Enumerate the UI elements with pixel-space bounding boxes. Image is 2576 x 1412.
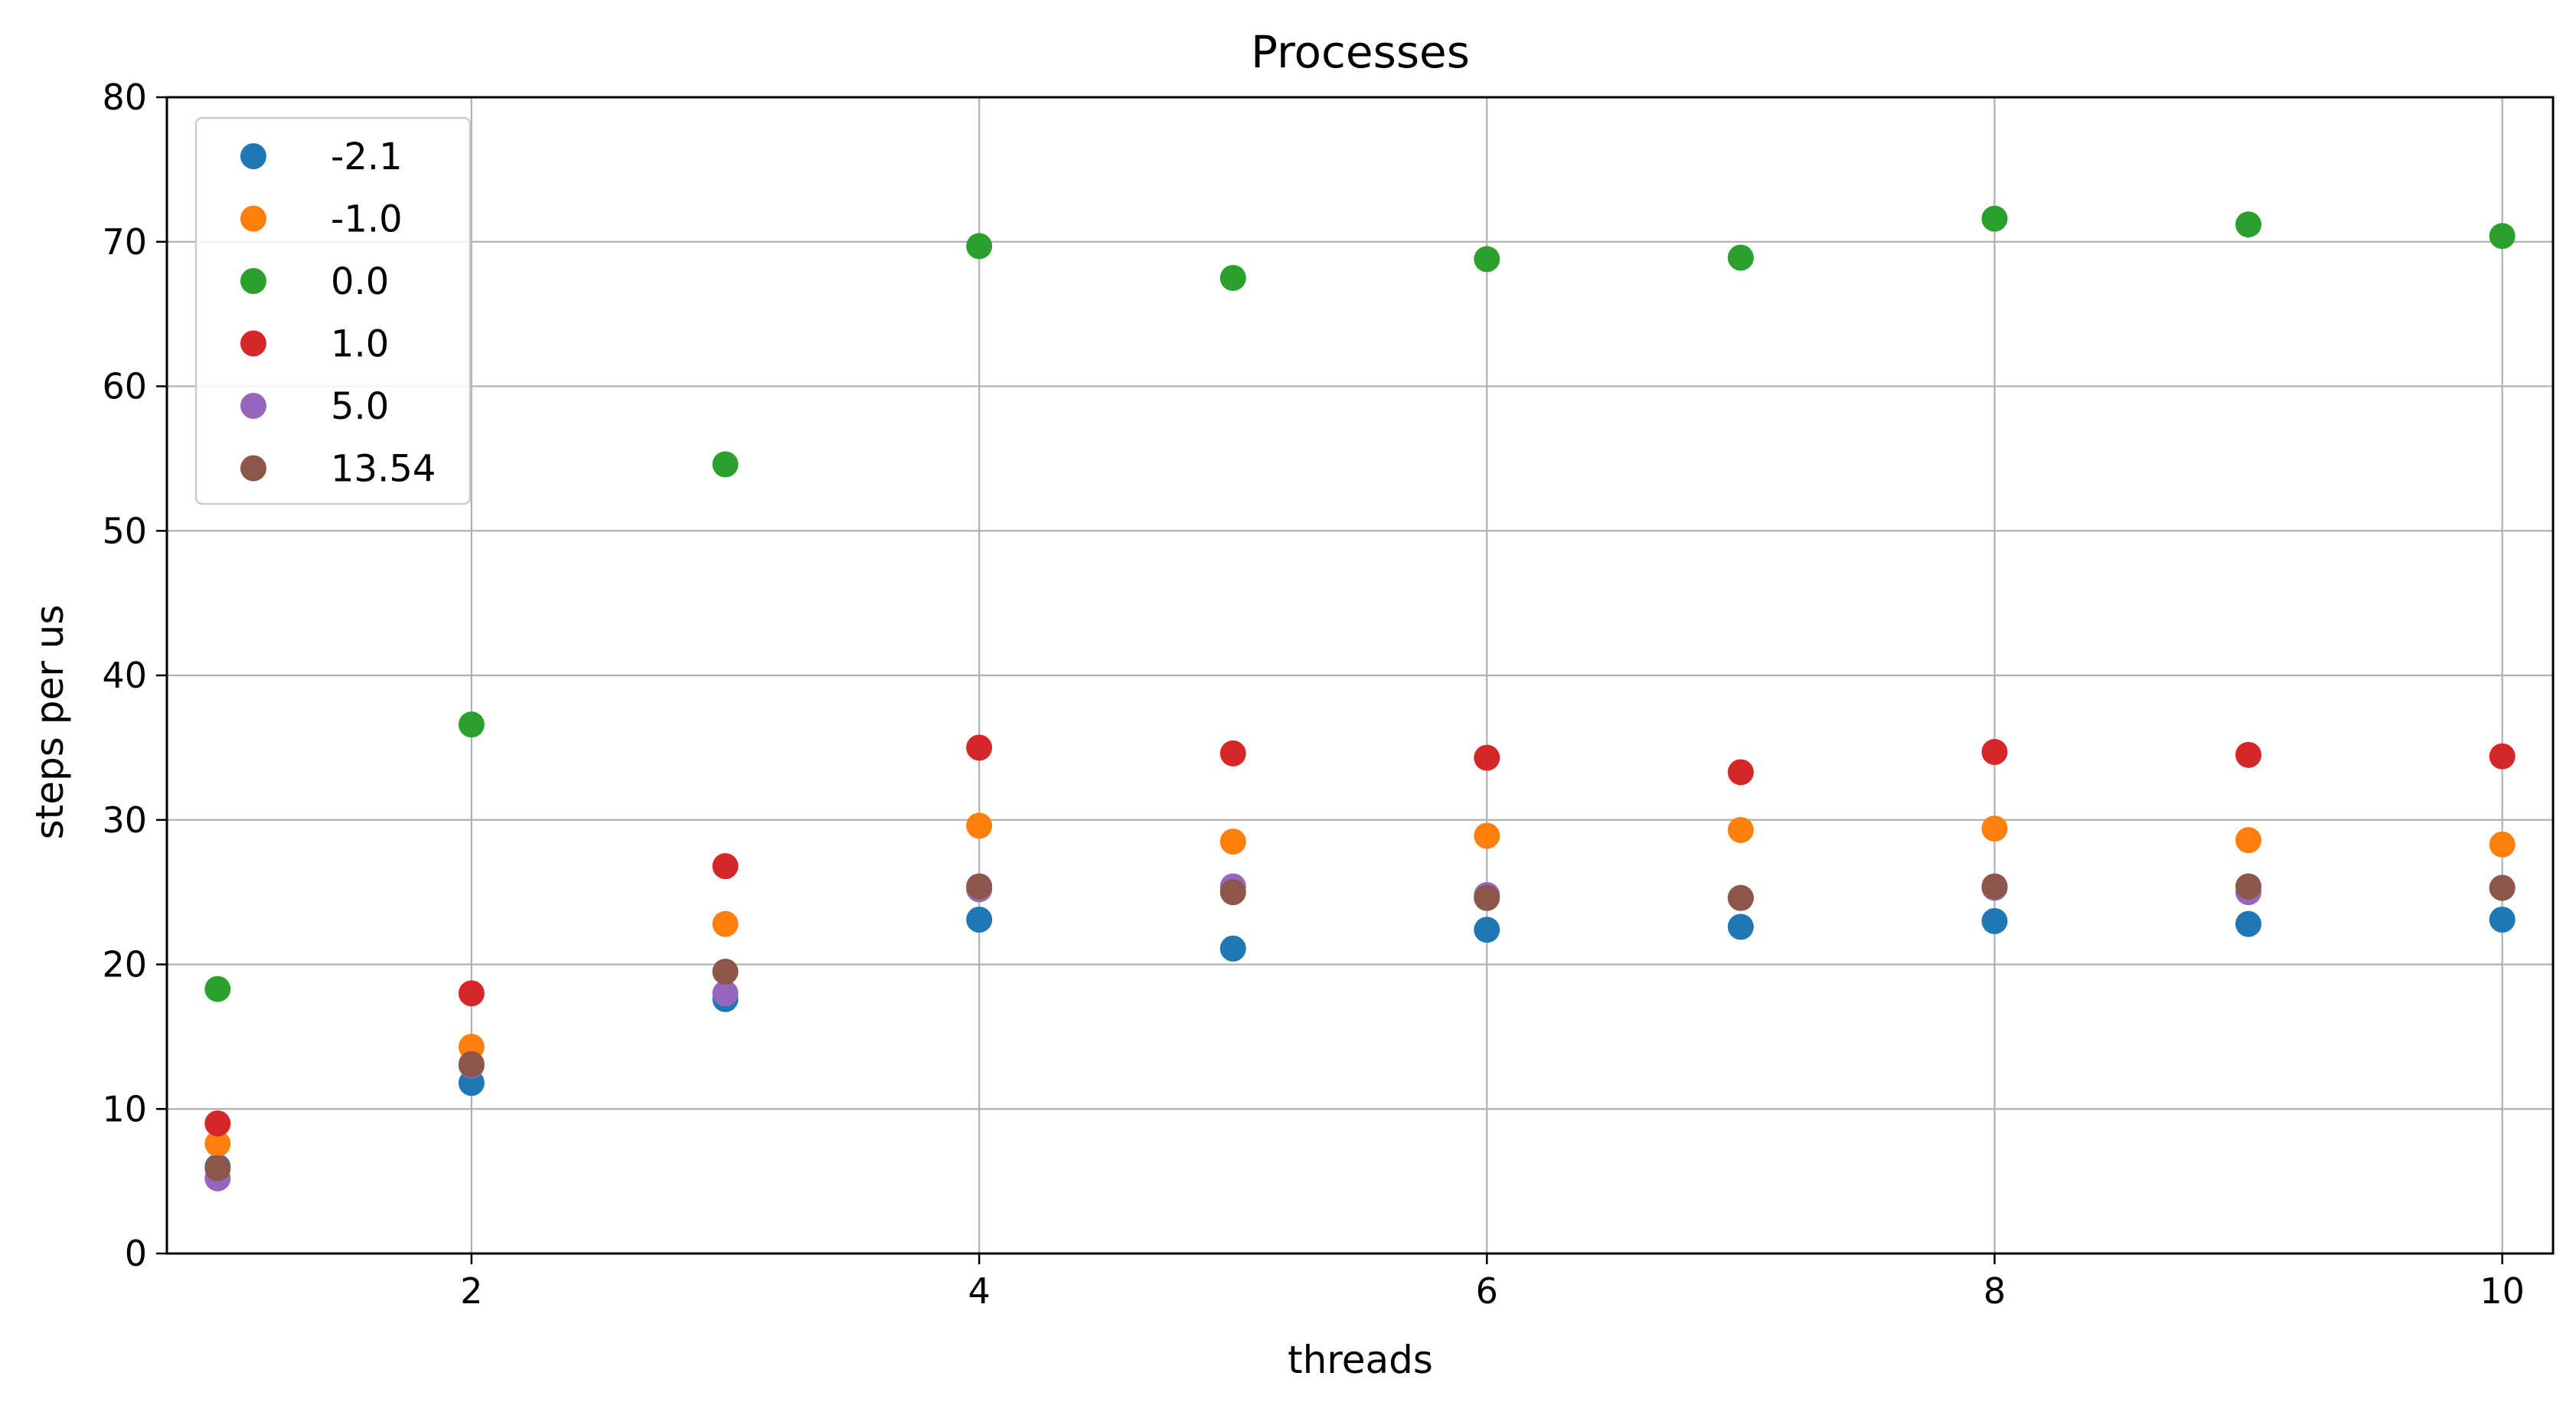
grid-lines: [167, 96, 2553, 1255]
data-point: [1474, 246, 1500, 273]
data-point: [1981, 205, 2008, 232]
y-tick-label: 20: [102, 944, 147, 985]
x-tick-label: 4: [968, 1270, 990, 1312]
legend-item: 0.0: [240, 260, 389, 303]
data-point: [458, 980, 485, 1007]
data-point: [1727, 759, 1754, 786]
y-tick-label: 10: [102, 1088, 147, 1129]
data-point: [966, 906, 993, 933]
legend: -2.1 -1.0 0.0 1.0 5.0 13.54: [194, 116, 472, 505]
legend-marker: [240, 205, 266, 232]
legend-item: 5.0: [240, 385, 389, 428]
data-point: [1474, 917, 1500, 943]
legend-label: -1.0: [331, 198, 403, 241]
legend-item: 13.54: [240, 448, 436, 491]
legend-item: -2.1: [240, 136, 403, 178]
legend-label: 1.0: [331, 323, 389, 366]
data-point: [2489, 831, 2516, 858]
data-point: [204, 1155, 231, 1182]
legend-label: 13.54: [331, 448, 436, 491]
data-point: [966, 233, 993, 260]
x-tick-label: 8: [1983, 1270, 2006, 1312]
series-4: [204, 873, 2516, 1191]
chart-title: Processes: [1251, 26, 1470, 78]
data-point: [2489, 874, 2516, 901]
y-tick-label: 80: [102, 77, 147, 118]
data-point: [1474, 822, 1500, 849]
data-points: [204, 205, 2516, 1191]
legend-marker: [240, 268, 266, 294]
series-2: [204, 205, 2516, 1002]
legend-marker: [240, 455, 266, 482]
legend-label: 5.0: [331, 385, 389, 428]
data-point: [2235, 741, 2262, 768]
x-tick-label: 6: [1476, 1270, 1498, 1312]
data-point: [966, 734, 993, 761]
series-5: [204, 873, 2516, 1182]
data-point: [712, 910, 739, 937]
series-1: [204, 812, 2516, 1157]
data-point: [1727, 244, 1754, 271]
data-point: [712, 958, 739, 985]
y-axis-label: steps per us: [28, 605, 72, 840]
x-tick-label: 2: [460, 1270, 482, 1312]
data-point: [1981, 739, 2008, 766]
x-axis-label: threads: [1288, 1338, 1433, 1382]
data-point: [712, 980, 739, 1007]
y-tick-label: 70: [102, 221, 147, 263]
data-point: [458, 711, 485, 738]
legend-marker: [240, 143, 266, 169]
y-tick-label: 0: [125, 1233, 147, 1274]
series-0: [204, 906, 2516, 1180]
data-point: [2235, 827, 2262, 854]
data-point: [2235, 910, 2262, 937]
data-point: [1474, 884, 1500, 911]
data-point: [1219, 264, 1246, 291]
legend-label: 0.0: [331, 260, 389, 303]
y-tick-label: 30: [102, 799, 147, 841]
data-point: [204, 976, 231, 1002]
data-point: [2489, 906, 2516, 933]
legend-label: -2.1: [331, 136, 403, 178]
legend-marker: [240, 330, 266, 357]
data-point: [1219, 740, 1246, 766]
legend-item: 1.0: [240, 323, 389, 366]
data-point: [966, 873, 993, 900]
data-point: [1727, 816, 1754, 843]
y-tick-label: 50: [102, 510, 147, 551]
y-tick-label: 60: [102, 366, 147, 407]
data-point: [1219, 829, 1246, 855]
data-point: [2489, 743, 2516, 770]
legend-marker: [240, 393, 266, 419]
data-point: [1981, 815, 2008, 842]
data-point: [712, 451, 739, 478]
data-point: [1474, 744, 1500, 771]
legend-item: -1.0: [240, 198, 403, 241]
x-tick-label: 10: [2480, 1270, 2525, 1312]
data-point: [2235, 873, 2262, 900]
data-point: [966, 812, 993, 839]
data-point: [1727, 884, 1754, 911]
data-point: [1219, 935, 1246, 962]
data-point: [1727, 914, 1754, 940]
y-axis-ticks: 0 10 20 30 40 50 60 70 80: [102, 77, 167, 1274]
data-point: [712, 853, 739, 880]
data-point: [1981, 873, 2008, 900]
data-point: [1219, 879, 1246, 906]
data-point: [458, 1051, 485, 1077]
data-point: [204, 1110, 231, 1137]
data-point: [2489, 223, 2516, 250]
x-axis-ticks: 2 4 6 8 10: [460, 1253, 2525, 1312]
y-tick-label: 40: [102, 655, 147, 696]
data-point: [2235, 211, 2262, 238]
series-3: [204, 734, 2516, 1137]
data-point: [1981, 907, 2008, 934]
data-point: [204, 1130, 231, 1157]
